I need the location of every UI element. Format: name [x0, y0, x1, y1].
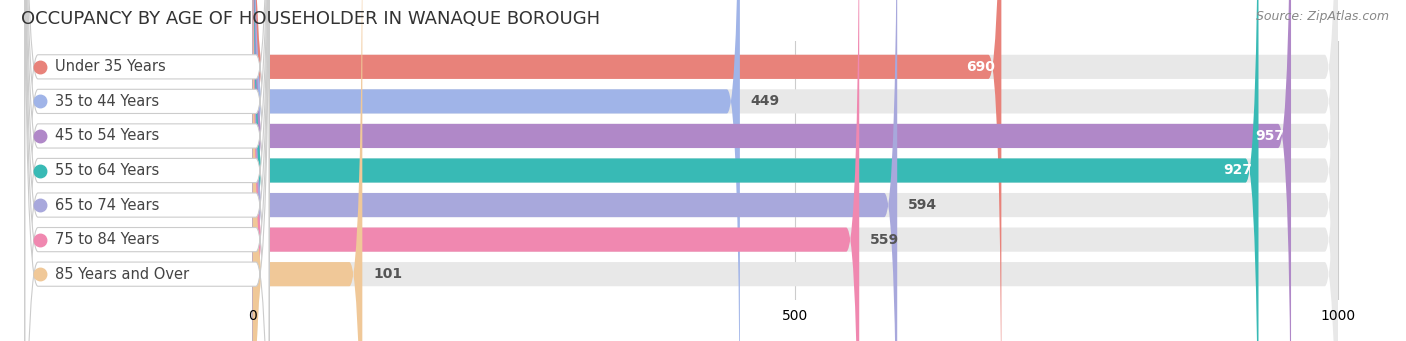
FancyBboxPatch shape: [253, 0, 363, 341]
Text: 927: 927: [1223, 163, 1251, 178]
Text: 594: 594: [908, 198, 938, 212]
Text: 65 to 74 Years: 65 to 74 Years: [55, 197, 160, 212]
FancyBboxPatch shape: [253, 0, 1337, 341]
FancyBboxPatch shape: [25, 0, 269, 341]
Text: 75 to 84 Years: 75 to 84 Years: [55, 232, 160, 247]
Text: 45 to 54 Years: 45 to 54 Years: [55, 129, 159, 144]
FancyBboxPatch shape: [253, 0, 859, 341]
FancyBboxPatch shape: [253, 0, 1258, 341]
FancyBboxPatch shape: [25, 0, 269, 341]
FancyBboxPatch shape: [25, 0, 269, 341]
FancyBboxPatch shape: [253, 0, 897, 341]
FancyBboxPatch shape: [253, 0, 1001, 341]
FancyBboxPatch shape: [253, 0, 1337, 341]
Text: 690: 690: [966, 60, 995, 74]
FancyBboxPatch shape: [253, 0, 1337, 341]
FancyBboxPatch shape: [25, 0, 269, 341]
Text: Under 35 Years: Under 35 Years: [55, 59, 166, 74]
FancyBboxPatch shape: [253, 0, 1291, 341]
FancyBboxPatch shape: [25, 0, 269, 341]
FancyBboxPatch shape: [25, 0, 269, 341]
FancyBboxPatch shape: [25, 0, 269, 341]
Text: 559: 559: [870, 233, 900, 247]
FancyBboxPatch shape: [253, 0, 1337, 341]
FancyBboxPatch shape: [253, 0, 1337, 341]
FancyBboxPatch shape: [253, 0, 740, 341]
FancyBboxPatch shape: [253, 0, 1337, 341]
Text: OCCUPANCY BY AGE OF HOUSEHOLDER IN WANAQUE BOROUGH: OCCUPANCY BY AGE OF HOUSEHOLDER IN WANAQ…: [21, 10, 600, 28]
Text: 35 to 44 Years: 35 to 44 Years: [55, 94, 159, 109]
Text: 957: 957: [1256, 129, 1285, 143]
Text: 101: 101: [373, 267, 402, 281]
FancyBboxPatch shape: [253, 0, 1337, 341]
Text: 55 to 64 Years: 55 to 64 Years: [55, 163, 159, 178]
Text: Source: ZipAtlas.com: Source: ZipAtlas.com: [1256, 10, 1389, 23]
Text: 85 Years and Over: 85 Years and Over: [55, 267, 190, 282]
Text: 449: 449: [751, 94, 780, 108]
